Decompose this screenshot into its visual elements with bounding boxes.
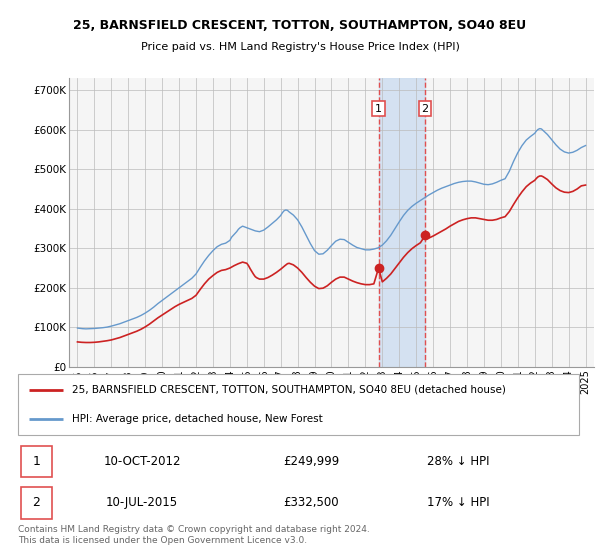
- Text: 1: 1: [375, 104, 382, 114]
- Text: HPI: Average price, detached house, New Forest: HPI: Average price, detached house, New …: [71, 414, 322, 424]
- Text: Price paid vs. HM Land Registry's House Price Index (HPI): Price paid vs. HM Land Registry's House …: [140, 42, 460, 52]
- Text: 1: 1: [32, 455, 40, 468]
- Text: £249,999: £249,999: [283, 455, 340, 468]
- Text: Contains HM Land Registry data © Crown copyright and database right 2024.
This d: Contains HM Land Registry data © Crown c…: [18, 525, 370, 545]
- Text: 25, BARNSFIELD CRESCENT, TOTTON, SOUTHAMPTON, SO40 8EU: 25, BARNSFIELD CRESCENT, TOTTON, SOUTHAM…: [73, 18, 527, 32]
- Text: 10-OCT-2012: 10-OCT-2012: [103, 455, 181, 468]
- Text: 17% ↓ HPI: 17% ↓ HPI: [427, 496, 489, 510]
- Text: 25, BARNSFIELD CRESCENT, TOTTON, SOUTHAMPTON, SO40 8EU (detached house): 25, BARNSFIELD CRESCENT, TOTTON, SOUTHAM…: [71, 385, 505, 395]
- Text: £332,500: £332,500: [283, 496, 339, 510]
- Text: 10-JUL-2015: 10-JUL-2015: [106, 496, 178, 510]
- FancyBboxPatch shape: [18, 374, 579, 435]
- FancyBboxPatch shape: [21, 487, 52, 519]
- Text: 28% ↓ HPI: 28% ↓ HPI: [427, 455, 489, 468]
- Text: 2: 2: [32, 496, 40, 510]
- Bar: [379, 78, 425, 367]
- FancyBboxPatch shape: [21, 446, 52, 477]
- Text: 2: 2: [422, 104, 429, 114]
